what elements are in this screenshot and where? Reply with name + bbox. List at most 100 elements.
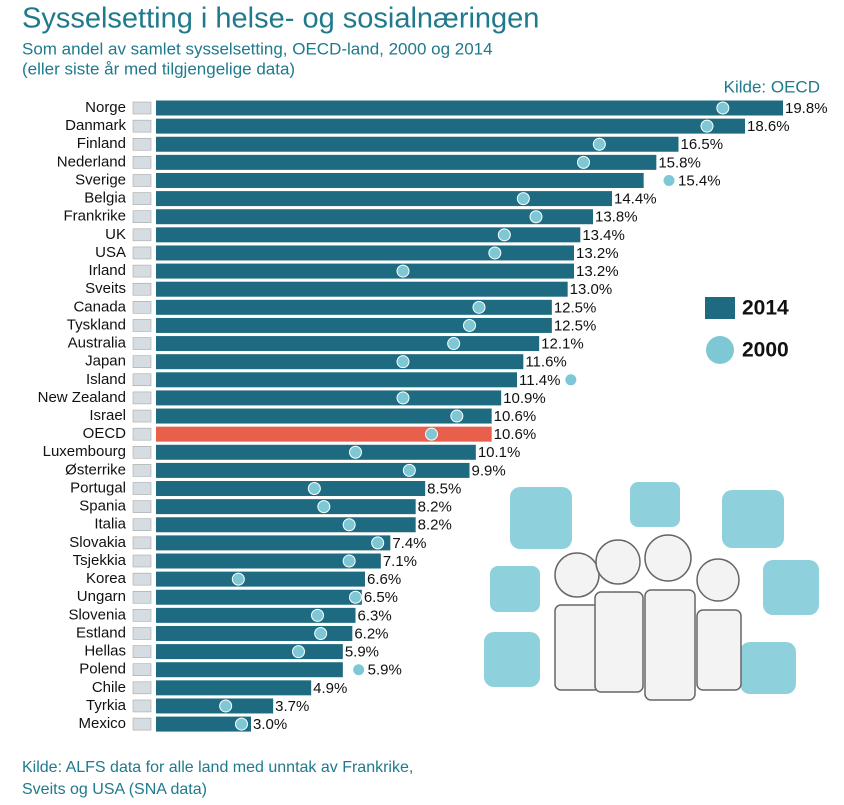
dot (463, 318, 476, 332)
bar (156, 444, 476, 460)
category-label: Sverige (75, 171, 126, 188)
dot (497, 228, 511, 242)
dot (662, 173, 676, 187)
category-label: Østerrike (65, 461, 126, 478)
bar (156, 299, 552, 315)
category-label: Nederland (57, 153, 126, 170)
flag (132, 282, 152, 296)
value-label: 4.9% (313, 680, 347, 697)
flag (132, 536, 152, 550)
category-label: Spania (79, 498, 126, 515)
dot (235, 717, 248, 731)
value-label: 18.6% (747, 118, 790, 135)
flag (132, 717, 152, 731)
flag (132, 337, 152, 350)
value-label: 10.6% (494, 408, 537, 425)
category-label: Hellas (84, 643, 126, 660)
flag (132, 590, 152, 604)
category-label: UK (105, 226, 126, 243)
bar (156, 698, 274, 714)
chart-title: Sysselsetting i helse- og sosialnæringen (22, 3, 539, 35)
bar (156, 462, 470, 478)
dot (592, 137, 606, 151)
dot (396, 264, 410, 278)
dot (716, 101, 730, 115)
dot (425, 427, 438, 441)
dot (231, 572, 245, 586)
value-label: 13.4% (582, 227, 625, 244)
category-label: Frankrike (63, 208, 126, 225)
value-label: 12.1% (541, 336, 584, 353)
dot (311, 608, 324, 622)
dot (488, 246, 502, 260)
value-label: 6.6% (367, 571, 401, 588)
value-label: 6.3% (358, 607, 392, 624)
category-label: Irland (88, 262, 126, 279)
value-label: 11.4% (519, 372, 560, 389)
category-label: Italia (94, 516, 126, 533)
category-label: Mexico (78, 715, 126, 732)
value-label: 6.2% (354, 625, 388, 642)
flag (132, 101, 152, 115)
value-label: 15.8% (658, 154, 701, 171)
dot (352, 663, 366, 677)
value-label: 7.4% (392, 535, 426, 552)
flag (132, 645, 152, 658)
bar (156, 118, 745, 134)
bar (156, 535, 391, 551)
category-label: Danmark (65, 117, 126, 134)
value-label: 13.0% (570, 281, 613, 298)
bar (156, 136, 679, 152)
dot (371, 536, 385, 550)
bar (156, 227, 581, 243)
legend-label: 2014 (742, 297, 789, 320)
category-label: Australia (68, 335, 127, 352)
bar (156, 390, 502, 406)
bar (156, 662, 343, 678)
value-label: 8.2% (418, 517, 452, 534)
flag (132, 137, 152, 151)
bar (156, 100, 783, 116)
bar (156, 154, 657, 170)
category-label: New Zealand (38, 389, 126, 406)
bar (156, 354, 524, 370)
category-label: Belgia (84, 190, 126, 207)
flag (132, 355, 152, 368)
flag (132, 554, 152, 568)
dot (577, 155, 590, 169)
flag (132, 301, 152, 314)
category-label: Tyskland (67, 316, 126, 333)
dot (342, 518, 356, 532)
value-label: 10.9% (503, 390, 546, 407)
value-label: 8.2% (418, 499, 452, 516)
flag (132, 264, 152, 278)
value-label: 5.9% (368, 662, 402, 679)
value-label: 7.1% (383, 553, 417, 570)
dot (314, 626, 328, 640)
value-label: 5.9% (345, 644, 379, 661)
bar (156, 517, 416, 533)
category-label: Japan (85, 353, 126, 370)
flag (132, 681, 152, 695)
dot (307, 482, 321, 496)
value-label: 13.2% (576, 263, 619, 280)
category-label: Korea (86, 570, 127, 587)
flag (132, 174, 152, 187)
subtitle: (eller siste år med tilgjengelige data) (22, 59, 295, 78)
flag (132, 446, 152, 459)
value-label: 3.0% (253, 716, 287, 733)
flag (132, 156, 152, 169)
bar (156, 172, 644, 188)
bar (156, 209, 593, 225)
category-label: Sveits (85, 280, 126, 297)
dot (396, 391, 410, 405)
category-label: Chile (92, 679, 126, 696)
dot (450, 409, 464, 423)
value-label: 12.5% (554, 299, 597, 316)
source: Kilde: OECD (724, 77, 820, 96)
flag (132, 500, 152, 513)
bar (156, 481, 426, 497)
dot (317, 500, 331, 514)
flag (132, 464, 152, 477)
